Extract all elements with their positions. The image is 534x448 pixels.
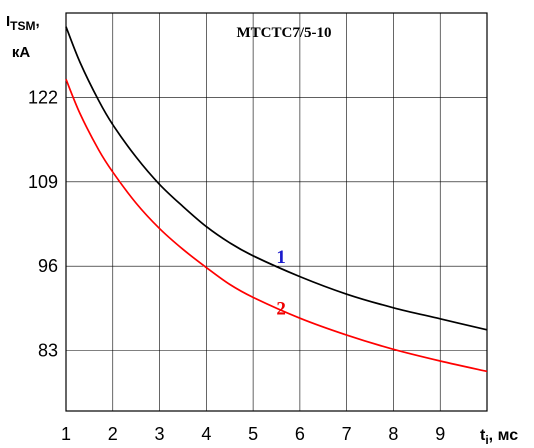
grid — [65, 13, 487, 411]
x-tick-label: 4 — [201, 424, 211, 444]
x-axis-label: ti, мс — [480, 427, 518, 447]
x-axis-label-suffix: , мс — [489, 427, 519, 444]
x-axis-label-main: t — [480, 427, 486, 444]
x-tick-label: 1 — [61, 424, 71, 444]
chart-title: MTCTC7/5-10 — [237, 25, 332, 41]
y-tick-label: 122 — [28, 87, 58, 107]
y-tick-label: 96 — [38, 256, 58, 276]
x-tick-label: 6 — [295, 424, 305, 444]
x-tick-label: 2 — [108, 424, 118, 444]
series-line-1 — [65, 26, 488, 331]
series-annotation: 1 — [276, 247, 286, 268]
y-tick-label: 109 — [28, 172, 58, 192]
x-tick-label: 8 — [388, 424, 398, 444]
x-tick-label: 3 — [155, 424, 165, 444]
y-axis-label-main: I — [6, 13, 10, 30]
annotations: 12 — [276, 247, 286, 319]
x-tick-label: 5 — [248, 424, 258, 444]
series-annotation: 2 — [276, 298, 286, 319]
x-tick-labels: 1 2 3 4 5 6 7 8 9 — [61, 424, 445, 444]
y-axis-label-sub: TSM — [10, 19, 35, 33]
plot-frame — [65, 12, 488, 412]
y-axis-label: ITSM, — [6, 13, 40, 33]
y-tick-labels: 83 96 109 122 — [28, 87, 58, 360]
series-line-2 — [65, 78, 488, 373]
x-tick-label: 7 — [342, 424, 352, 444]
x-axis-label-sub: i — [485, 433, 488, 447]
series-layer — [65, 26, 488, 373]
y-tick-label: 83 — [38, 341, 58, 361]
y-axis-label-suffix: , — [36, 13, 40, 30]
x-tick-label: 9 — [435, 424, 445, 444]
y-axis-unit: кА — [12, 44, 31, 61]
